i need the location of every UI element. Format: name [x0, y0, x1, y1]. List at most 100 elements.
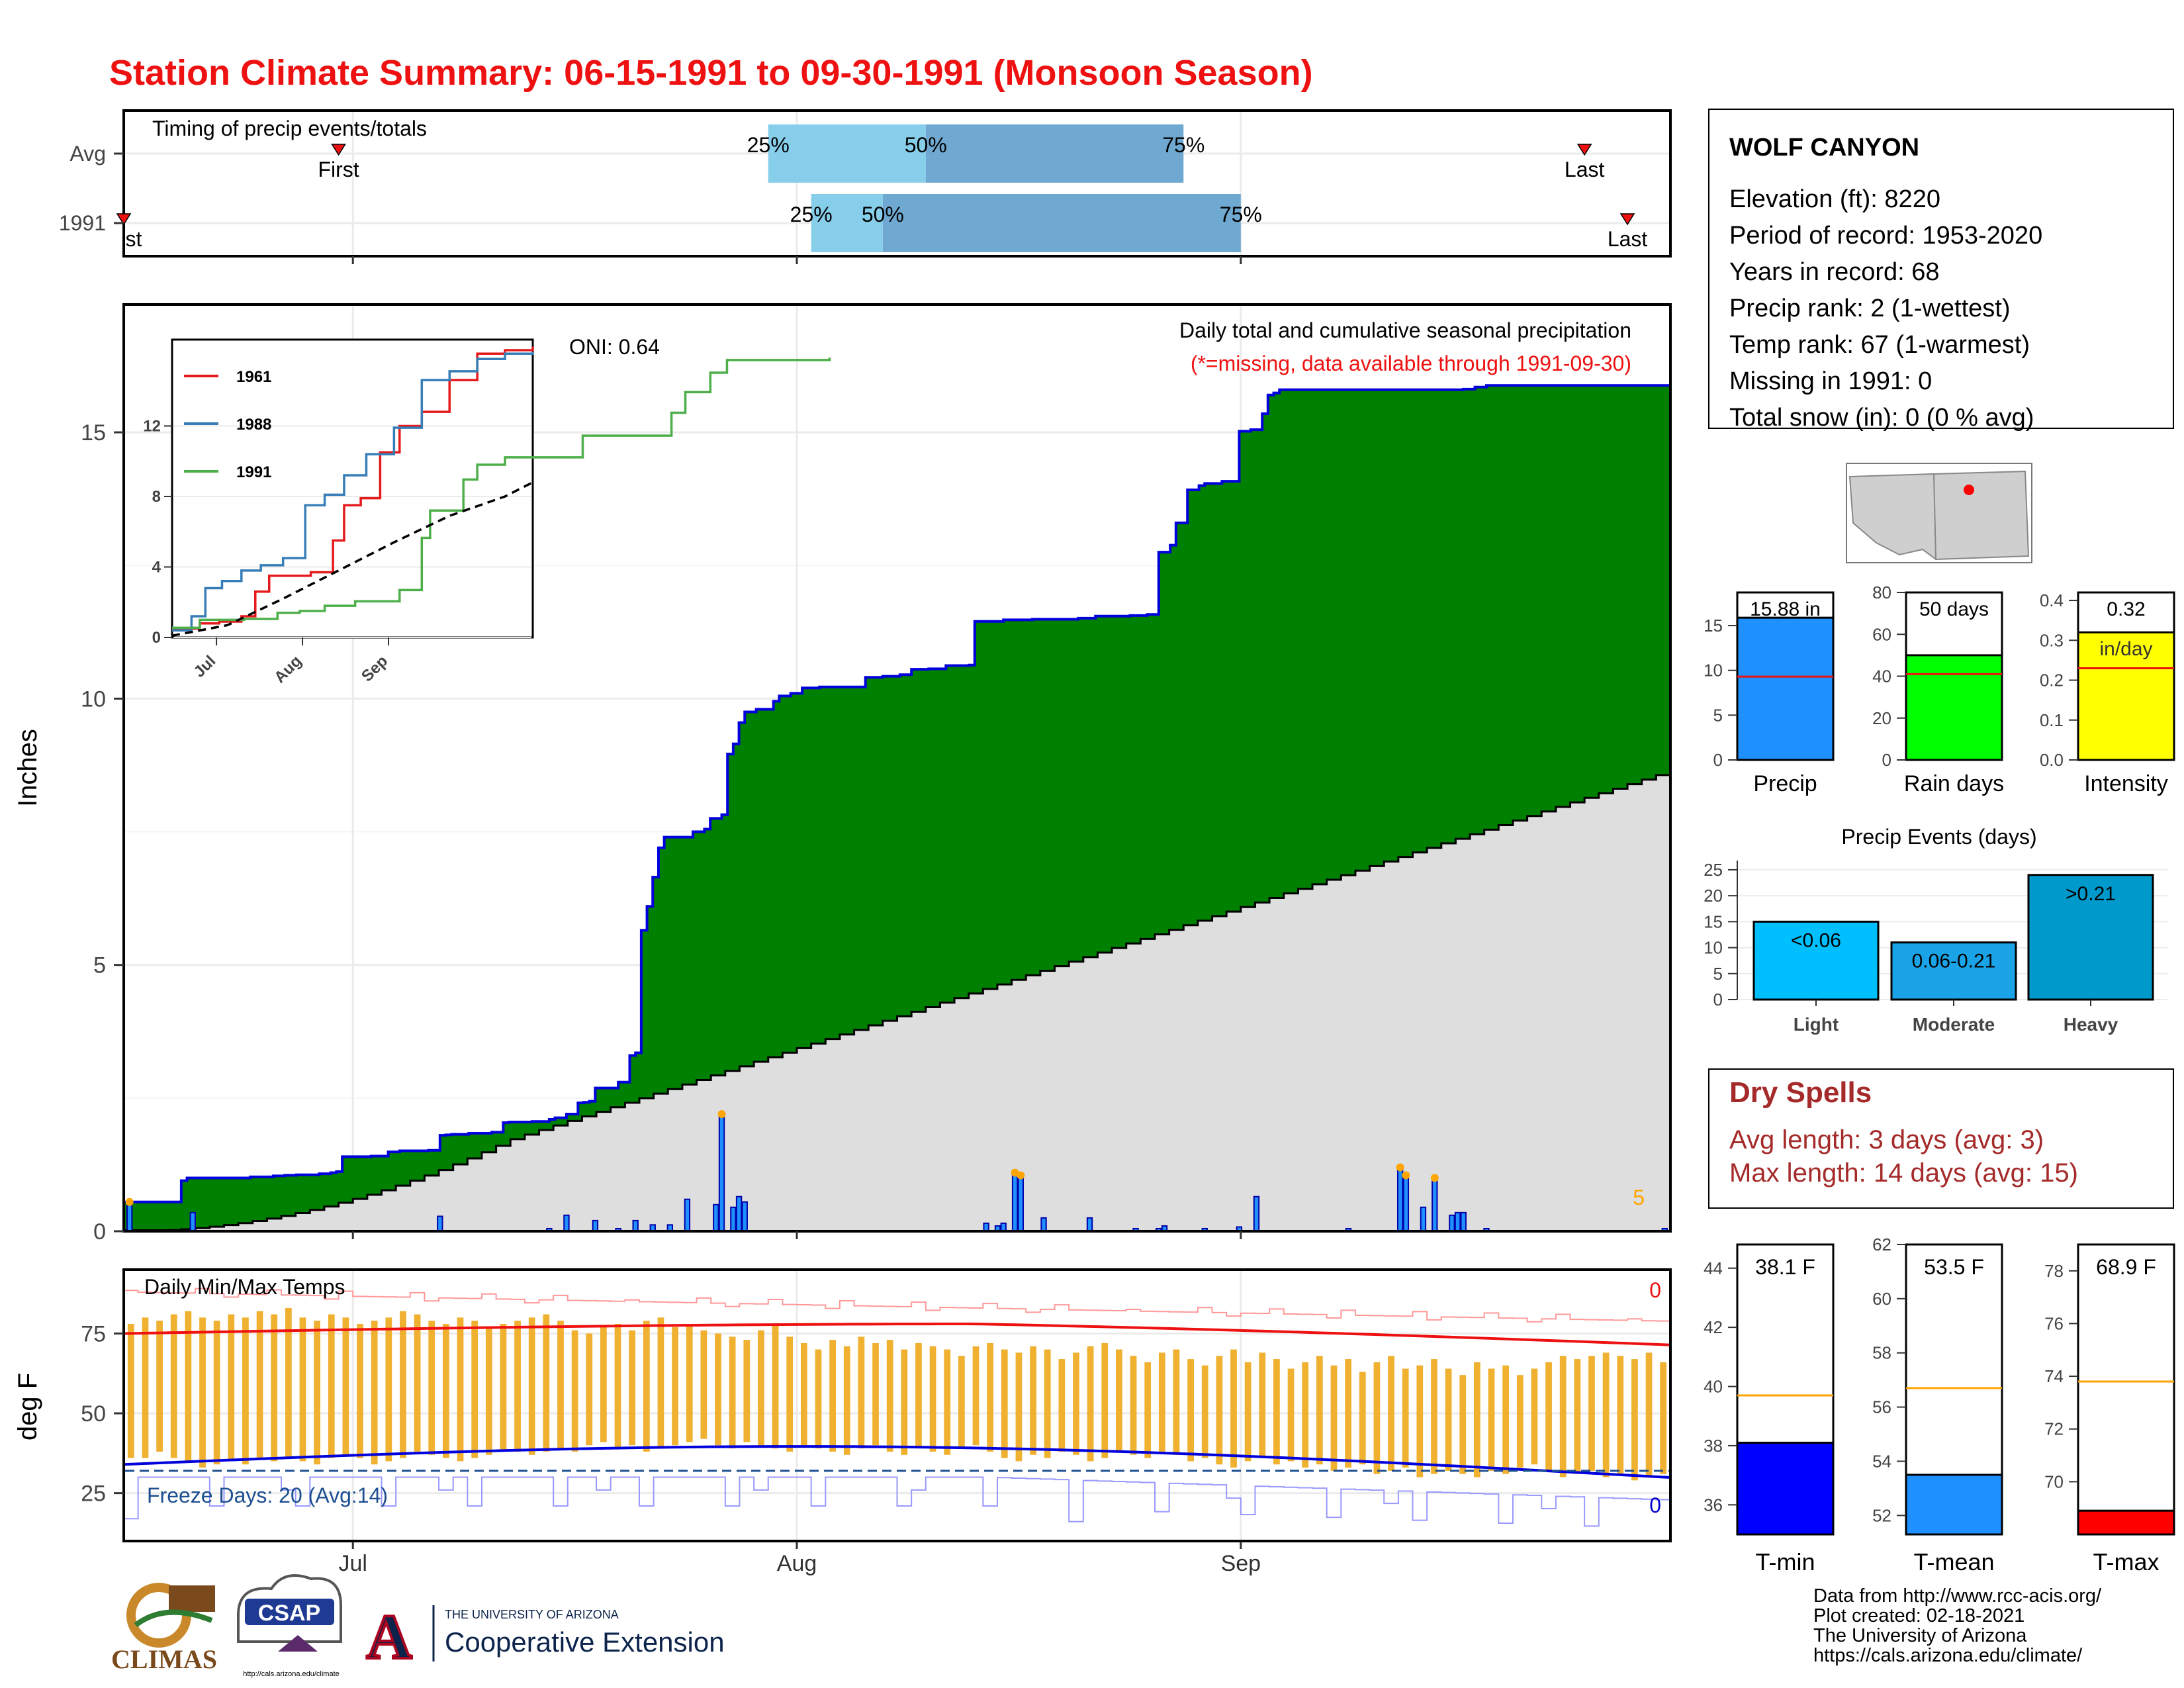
daily-temp-range-bar	[328, 1314, 335, 1458]
daily-temp-range-bar	[314, 1321, 320, 1465]
station-name: WOLF CANYON	[1729, 134, 1919, 162]
daily-temp-range-bar	[1359, 1372, 1366, 1465]
timing-iqr-high	[925, 124, 1184, 183]
temp-summary-value: 68.9 F	[2096, 1255, 2156, 1279]
daily-temp-range-bar	[185, 1311, 192, 1462]
daily-precip-bar	[1011, 1172, 1019, 1233]
daily-temp-range-bar	[586, 1333, 593, 1446]
daily-temp-range-bar	[443, 1324, 449, 1458]
precip-panel: Inches ONI: 0.64 Daily total and cumulat…	[13, 303, 1672, 1244]
month-tick-label: Jul	[338, 1551, 367, 1576]
daily-temp-range-bar	[1273, 1359, 1280, 1465]
daily-temp-range-bar	[428, 1321, 435, 1455]
daily-temp-range-bar	[1402, 1368, 1409, 1468]
event-bar	[2027, 874, 2154, 1001]
average-min-line	[123, 1445, 1671, 1479]
month-tick-label: Aug	[777, 1551, 817, 1576]
daily-temp-range-bar	[271, 1314, 278, 1462]
daily-precip-bar	[1460, 1211, 1467, 1233]
summary-bar-label: Precip	[1753, 771, 1817, 796]
daily-temp-range-bar	[1660, 1362, 1667, 1474]
station-location-marker	[1964, 485, 1974, 495]
summary-y-tick-label: 0.1	[2040, 710, 2064, 730]
daily-temp-range-bar	[1574, 1359, 1581, 1474]
daily-precip-bar	[126, 1201, 133, 1232]
event-bar-label: Light	[1794, 1014, 1839, 1035]
timing-title: Timing of precip events/totals	[152, 117, 427, 140]
climas-wordmark: CLIMAS	[111, 1644, 217, 1674]
station-line: Elevation (ft): 8220	[1729, 185, 1940, 213]
daily-temp-range-bar	[528, 1317, 535, 1455]
first-event-marker	[116, 213, 132, 226]
credit-line: The University of Arizona	[1813, 1625, 2027, 1646]
daily-temp-range-bar	[1345, 1359, 1351, 1468]
daily-temp-range-bar	[213, 1321, 220, 1465]
daily-temp-range-bar	[1559, 1356, 1567, 1477]
daily-temp-range-bar	[1116, 1349, 1122, 1452]
temp-summary-y-tick-label: 42	[1704, 1317, 1723, 1337]
summary-y-tick-label: 0.4	[2040, 590, 2064, 610]
y-tick-label: 15	[81, 420, 106, 445]
station-line: Temp rank: 67 (1-warmest)	[1729, 331, 2030, 359]
temp-summary-y-tick-label: 60	[1872, 1289, 1891, 1309]
event-bar-range: <0.06	[1791, 929, 1841, 951]
csap-url: http://cals.arizona.edu/climate	[243, 1670, 340, 1678]
temp-summary-value: 38.1 F	[1755, 1255, 1815, 1279]
precip-subtitle: Daily total and cumulative seasonal prec…	[1179, 318, 1631, 342]
summary-bar-label: Rain days	[1904, 771, 2004, 796]
events-y-tick-label: 15	[1704, 912, 1723, 931]
summary-y-tick-label: 0.3	[2040, 630, 2064, 650]
daily-temp-range-bar	[170, 1314, 177, 1458]
daily-temp-range-bar	[800, 1342, 807, 1446]
timing-q75-label: 75%	[1220, 203, 1262, 226]
daily-temp-range-bar	[1244, 1362, 1251, 1462]
daily-temp-range-bar	[629, 1330, 636, 1446]
daily-precip-bar	[741, 1201, 748, 1232]
daily-temp-range-bar	[1645, 1352, 1653, 1477]
inset-y-tick-label: 0	[152, 629, 161, 647]
daily-temp-range-bar	[1130, 1356, 1137, 1455]
inset-legend-label: 1991	[236, 463, 271, 481]
temp-summary-value: 53.5 F	[1924, 1255, 1984, 1279]
timing-q25-label: 25%	[747, 133, 790, 157]
daily-temp-range-bar	[557, 1321, 564, 1449]
daily-temp-range-bar	[843, 1346, 850, 1455]
daily-precip-bar	[1086, 1217, 1093, 1232]
summary-y-tick-label: 0	[1713, 750, 1723, 770]
event-bar-label: Heavy	[2064, 1014, 2118, 1035]
daily-temp-range-bar	[500, 1324, 507, 1452]
daily-temp-range-bar	[1001, 1349, 1008, 1458]
event-bar	[1752, 920, 1880, 1001]
first-event-label: st	[126, 227, 142, 251]
missing-note: (*=missing, data available through 1991-…	[1191, 352, 1631, 375]
station-info: WOLF CANYON Elevation (ft): 8220 Period …	[1708, 109, 2174, 432]
event-bar-range: 0.06-0.21	[1912, 951, 1996, 972]
timing-q75-label: 75%	[1162, 133, 1205, 157]
timing-iqr-low	[768, 124, 926, 183]
dry-spells: Dry Spells Avg length: 3 days (avg: 3) M…	[1708, 1068, 2174, 1209]
daily-temp-range-bar	[686, 1324, 693, 1442]
credit-line: Plot created: 02-18-2021	[1813, 1605, 2025, 1626]
daily-temp-range-bar	[1388, 1356, 1394, 1471]
daily-temp-range-bar	[357, 1324, 363, 1458]
daily-precip-bar	[684, 1198, 691, 1232]
summary-y-tick-label: 10	[1704, 661, 1723, 680]
ua-small-text: THE UNIVERSITY OF ARIZONA	[445, 1608, 619, 1621]
daily-temp-range-bar	[944, 1349, 951, 1455]
daily-temp-range-bar	[672, 1327, 678, 1446]
inset-legend-label: 1961	[236, 368, 271, 386]
station-line: Period of record: 1953-2020	[1729, 222, 2042, 250]
daily-temp-range-bar	[929, 1346, 936, 1452]
daily-temp-range-bar	[772, 1324, 779, 1449]
daily-temp-range-bar	[1073, 1352, 1079, 1455]
daily-temp-range-bar	[815, 1349, 822, 1449]
temp-summary-y-tick-label: 58	[1872, 1343, 1891, 1363]
daily-temp-range-bar	[127, 1324, 134, 1458]
heavy-event-marker	[1396, 1163, 1404, 1172]
events-y-tick-label: 25	[1704, 860, 1723, 880]
timing-iqr-high	[882, 194, 1241, 252]
daily-temp-range-bar	[901, 1349, 908, 1455]
summary-bar-label: Intensity	[2084, 771, 2168, 796]
daily-temp-range-bar	[1216, 1356, 1223, 1465]
summary-y-tick-label: 5	[1713, 705, 1723, 725]
